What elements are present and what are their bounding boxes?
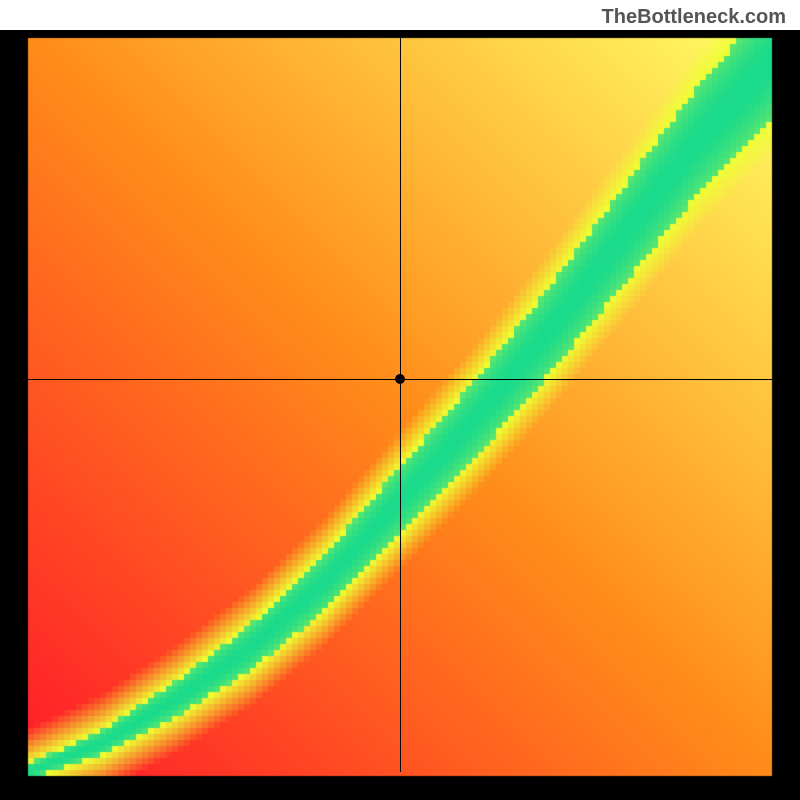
- bottleneck-heatmap: [0, 30, 800, 800]
- crosshair-vertical: [400, 38, 401, 772]
- watermark: TheBottleneck.com: [602, 6, 786, 29]
- crosshair-marker: [395, 374, 405, 384]
